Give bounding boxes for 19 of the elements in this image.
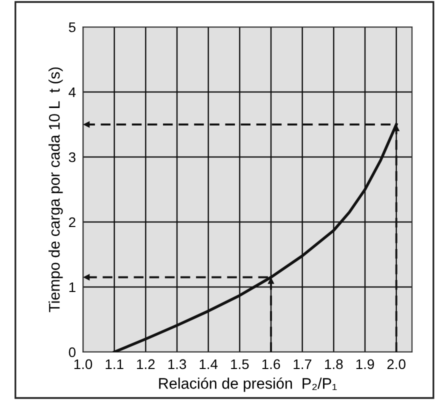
x-tick-label: 1.8 xyxy=(325,359,343,370)
x-tick-label: 1.4 xyxy=(200,359,218,370)
x-tick-label: 1.7 xyxy=(294,359,312,370)
x-tick-label: 2.0 xyxy=(387,359,406,370)
x-tick-label: 1.3 xyxy=(168,359,186,370)
x-tick-label: 1.1 xyxy=(106,359,124,370)
y-tick-label: 3 xyxy=(68,152,76,162)
x-axis-title: Relación de presión P₂/P₁ xyxy=(159,377,337,392)
x-tick-label: 1.2 xyxy=(137,359,155,370)
y-tick-label: 5 xyxy=(68,22,76,32)
x-tick-label: 1.0 xyxy=(74,359,92,370)
x-tick-label: 1.9 xyxy=(356,359,374,370)
x-tick-label: 1.5 xyxy=(231,359,249,370)
y-tick-label: 1 xyxy=(69,282,76,292)
x-tick-label: 1.6 xyxy=(262,359,280,370)
y-tick-label: 4 xyxy=(68,87,76,98)
y-tick-label: 0 xyxy=(68,347,76,358)
y-axis-title: Tiempo de carga por cada 10 L t (s) xyxy=(48,67,63,312)
y-tick-label: 2 xyxy=(69,217,76,228)
